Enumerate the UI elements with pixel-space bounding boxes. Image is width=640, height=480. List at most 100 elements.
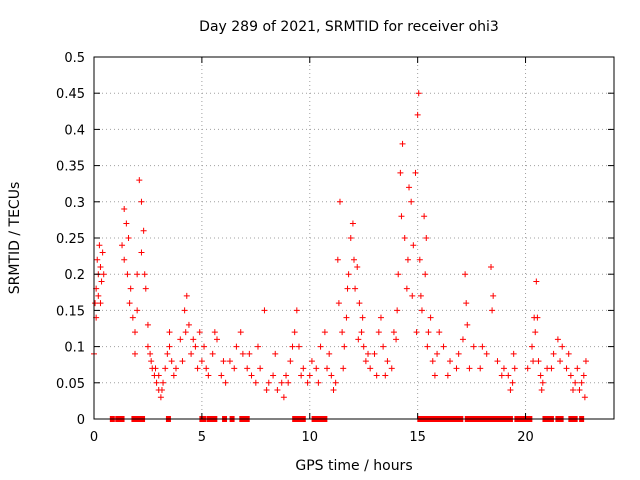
data-point: [198, 358, 205, 365]
data-point: [440, 343, 447, 350]
data-point: [144, 343, 151, 350]
data-point: [462, 271, 469, 278]
data-point: [126, 300, 133, 307]
data-point: [530, 358, 537, 365]
data-point: [393, 336, 400, 343]
data-point: [124, 271, 131, 278]
data-point: [244, 365, 251, 372]
data-point: [196, 329, 203, 336]
x-tick-label: 20: [517, 430, 534, 445]
data-point: [436, 329, 443, 336]
data-point: [356, 300, 363, 307]
data-point: [220, 358, 227, 365]
data-point: [97, 263, 104, 270]
data-point: [351, 256, 357, 263]
data-point: [162, 365, 169, 372]
data-point: [532, 329, 539, 336]
data-point: [390, 329, 397, 336]
data-point: [134, 307, 141, 314]
data-point: [489, 307, 496, 314]
data-point: [479, 343, 486, 350]
data-point: [127, 285, 134, 292]
data-point: [529, 343, 536, 350]
data-point: [509, 379, 516, 386]
data-point: [413, 329, 420, 336]
data-point: [534, 314, 541, 321]
data-point: [398, 213, 405, 220]
data-point: [121, 206, 128, 213]
data-point: [324, 365, 331, 372]
data-point: [188, 350, 195, 357]
data-point: [563, 365, 570, 372]
data-point: [170, 372, 177, 379]
data-point: [463, 300, 470, 307]
data-point: [205, 372, 212, 379]
data-point: [123, 220, 130, 227]
data-point: [548, 365, 555, 372]
data-point: [431, 372, 438, 379]
data-point: [182, 329, 189, 336]
data-point: [330, 387, 337, 394]
data-point: [265, 379, 272, 386]
data-point: [285, 379, 292, 386]
data-point: [416, 256, 423, 263]
data-point: [194, 365, 201, 372]
data-point: [375, 329, 382, 336]
data-point: [412, 169, 419, 176]
data-point: [185, 321, 192, 328]
data-point: [537, 372, 544, 379]
data-point: [181, 307, 188, 314]
x-tick-label: 0: [90, 430, 98, 445]
data-point: [414, 111, 421, 118]
data-point: [427, 314, 434, 321]
data-point: [507, 387, 514, 394]
data-point: [157, 394, 164, 401]
data-point: [147, 350, 154, 357]
data-point: [166, 329, 173, 336]
data-point: [477, 365, 484, 372]
data-point: [125, 235, 132, 241]
data-point: [287, 358, 294, 365]
data-point: [293, 307, 300, 314]
data-point: [332, 379, 339, 386]
data-point: [464, 321, 471, 328]
data-point: [280, 394, 287, 401]
data-point: [510, 350, 517, 357]
data-point: [211, 329, 218, 336]
y-tick-label: 0.5: [64, 51, 85, 66]
data-point: [283, 372, 290, 379]
data-point: [209, 350, 216, 357]
data-point: [313, 365, 320, 372]
y-tick-label: 0: [77, 413, 85, 428]
data-point: [270, 372, 277, 379]
data-point: [97, 300, 104, 307]
data-point: [142, 285, 149, 292]
data-point: [190, 336, 197, 343]
data-point: [410, 242, 417, 249]
data-point: [213, 336, 220, 343]
axis-ticks: 0 0.05 0.1 0.15 0.2 0.25 0.3 0.35 0.4 0.45 0.5 0 5 10…: [56, 51, 614, 445]
data-point: [380, 343, 387, 350]
data-point: [582, 358, 589, 365]
data-point: [129, 314, 136, 321]
data-point: [226, 358, 233, 365]
data-point: [335, 300, 342, 307]
data-point: [99, 249, 106, 256]
y-tick-label: 0.05: [56, 377, 85, 392]
data-point: [447, 358, 454, 365]
data-point: [140, 227, 147, 234]
data-point: [233, 343, 240, 350]
data-point: [535, 358, 542, 365]
data-point: [359, 314, 366, 321]
data-point: [136, 177, 143, 184]
data-point: [155, 372, 162, 379]
data-point: [404, 256, 411, 263]
data-point: [358, 329, 365, 336]
data-point: [421, 213, 428, 220]
y-tick-label: 0.25: [56, 232, 85, 247]
data-point: [326, 350, 333, 357]
data-point: [384, 358, 391, 365]
data-point: [248, 372, 255, 379]
x-axis-label: GPS time / hours: [295, 458, 412, 474]
